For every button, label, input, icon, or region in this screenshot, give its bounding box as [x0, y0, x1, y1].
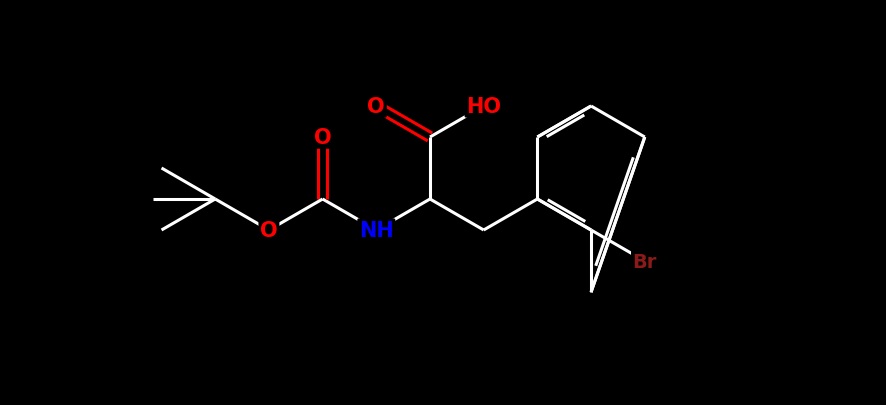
Text: HO: HO	[466, 97, 501, 117]
Text: Br: Br	[632, 252, 657, 271]
Text: O: O	[314, 128, 331, 148]
Text: NH: NH	[359, 220, 393, 241]
Text: O: O	[367, 97, 385, 117]
Text: O: O	[260, 220, 277, 241]
